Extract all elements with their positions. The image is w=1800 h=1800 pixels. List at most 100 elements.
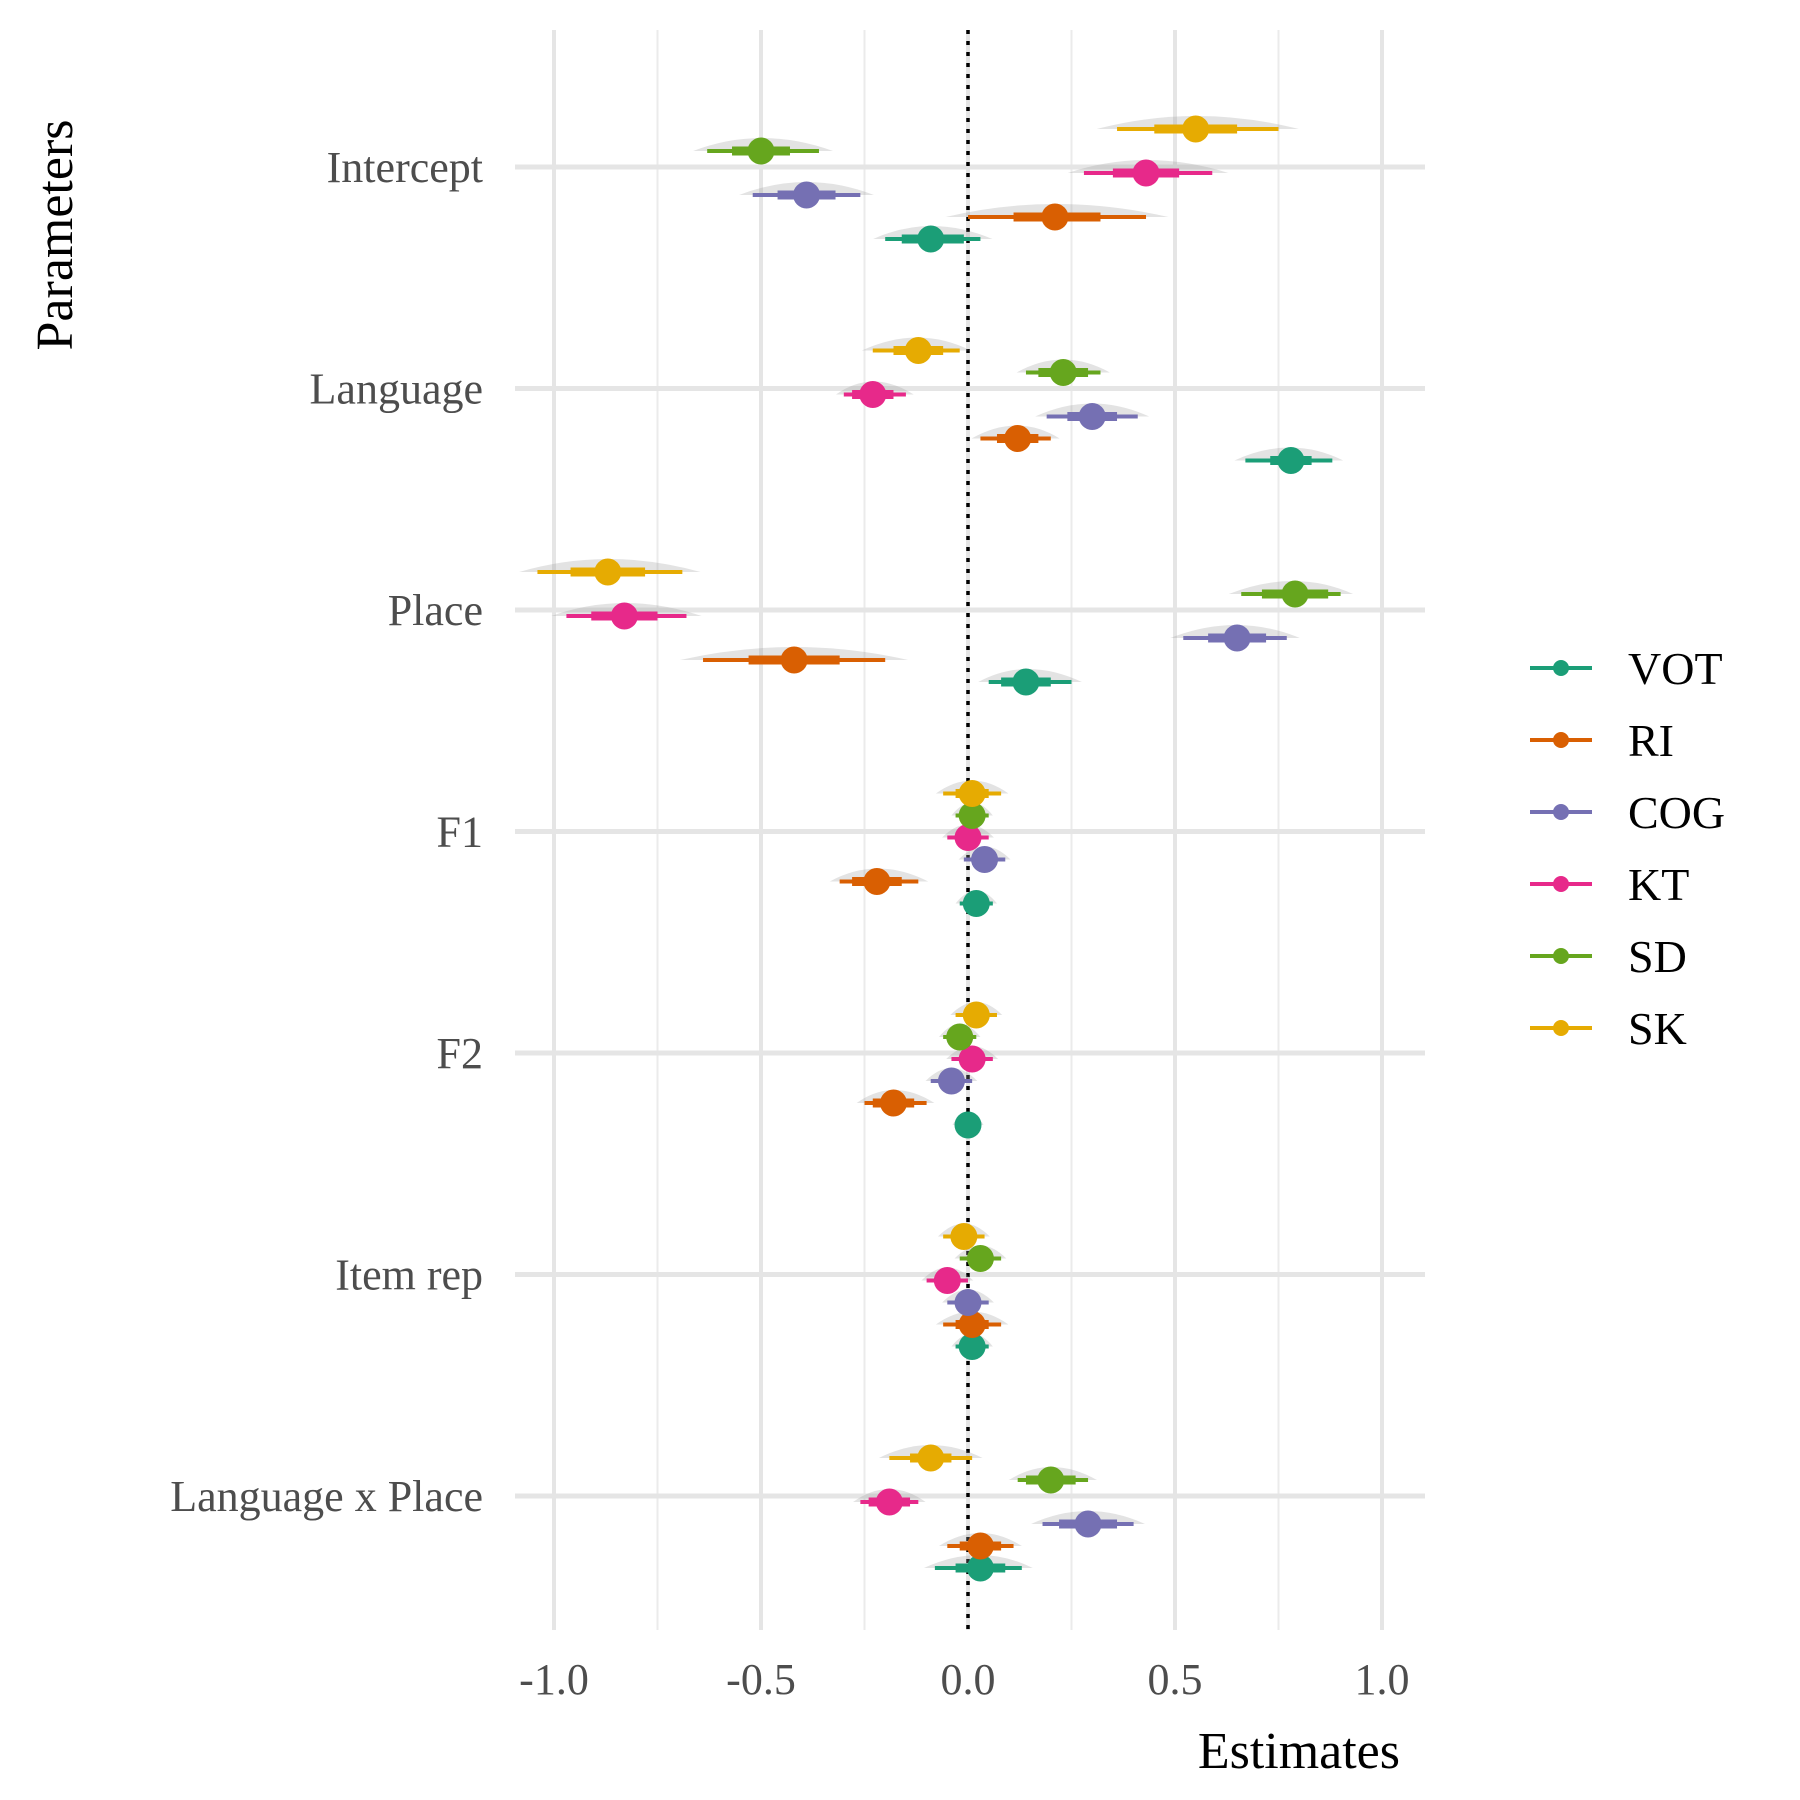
estimate-vot-language-x-place	[923, 1554, 1033, 1582]
estimate-ri-f1	[829, 868, 929, 895]
point-estimate	[1037, 1466, 1065, 1494]
point-estimate	[904, 337, 932, 364]
point-estimate	[1004, 425, 1032, 452]
point-estimate	[962, 1001, 990, 1029]
point-estimate	[1132, 159, 1160, 187]
estimate-cog-f1	[958, 846, 1011, 873]
point-estimate	[1012, 668, 1040, 696]
point-estimate	[958, 1333, 986, 1360]
x-tick-label: 0.5	[1148, 1655, 1203, 1704]
legend-label: KT	[1628, 859, 1689, 910]
estimate-ri-language-x-place	[938, 1532, 1022, 1560]
legend-label: COG	[1628, 787, 1725, 838]
y-tick-label: F1	[437, 808, 483, 857]
point-estimate	[950, 1223, 978, 1250]
legend-item-ri: RI	[1530, 715, 1674, 766]
point-estimate	[966, 1532, 994, 1560]
legend-item-kt: KT	[1530, 859, 1689, 910]
estimate-kt-language	[835, 381, 914, 408]
point-estimate	[958, 802, 986, 829]
point-estimate	[937, 1067, 965, 1095]
point-estimate	[594, 558, 622, 586]
point-estimate	[1277, 447, 1305, 474]
estimate-vot-language	[1234, 447, 1344, 474]
point-estimate	[780, 646, 808, 674]
legend-label: SD	[1628, 931, 1687, 982]
estimate-cog-f2	[925, 1067, 978, 1095]
legend-key-dot	[1553, 660, 1569, 676]
x-tick-label: 1.0	[1355, 1655, 1410, 1704]
y-tick-labels: Intercept Language Place F1 F2 Item rep Langua…	[170, 143, 483, 1521]
point-estimate	[859, 381, 887, 408]
estimate-sk-f2	[950, 1001, 1003, 1029]
point-estimate	[1223, 624, 1251, 652]
point-estimate	[879, 1089, 907, 1117]
legend-item-cog: COG	[1530, 787, 1725, 838]
point-estimate	[954, 1111, 982, 1139]
point-estimate	[747, 137, 775, 165]
y-axis-title: Parameters	[27, 119, 84, 350]
estimate-ri-intercept	[945, 203, 1169, 231]
point-estimate	[958, 1311, 986, 1338]
y-tick-label: Language x Place	[170, 1472, 483, 1521]
point-estimate	[1281, 580, 1309, 608]
estimate-cog-language-x-place	[1031, 1510, 1146, 1538]
point-estimate	[933, 1267, 961, 1294]
point-estimate	[917, 225, 945, 253]
legend-label: RI	[1628, 715, 1674, 766]
legend-item-sk: SK	[1530, 1003, 1687, 1054]
estimate-ri-item-rep	[935, 1311, 1009, 1338]
point-estimate	[1049, 359, 1077, 386]
legend-label: SK	[1628, 1003, 1687, 1054]
point-estimate	[966, 1245, 994, 1272]
estimate-kt-language-x-place	[853, 1488, 926, 1516]
y-tick-label: Language	[310, 365, 483, 414]
legend-item-vot: VOT	[1530, 643, 1723, 694]
point-estimate	[966, 1554, 994, 1582]
y-tick-label: Item rep	[335, 1251, 483, 1300]
legend-key-dot	[1553, 732, 1569, 748]
estimate-sk-place	[519, 558, 701, 586]
estimate-sk-item-rep	[937, 1223, 990, 1250]
estimate-ri-language	[971, 425, 1060, 452]
estimate-vot-intercept	[873, 225, 993, 253]
y-tick-label: Intercept	[327, 143, 483, 192]
legend-label: VOT	[1628, 643, 1723, 694]
point-estimate	[954, 1289, 982, 1316]
estimate-ri-f2	[856, 1089, 935, 1117]
estimate-sd-f1	[951, 802, 993, 829]
point-estimate	[958, 1045, 986, 1073]
estimate-ri-place	[680, 646, 909, 674]
estimate-cog-intercept	[739, 181, 874, 209]
estimate-vot-item-rep	[951, 1333, 993, 1360]
estimate-kt-intercept	[1067, 159, 1229, 187]
legend-key-dot	[1553, 876, 1569, 892]
estimate-sd-place	[1228, 580, 1354, 608]
estimate-sd-f2	[938, 1023, 981, 1051]
estimate-kt-place	[551, 602, 702, 630]
estimate-cog-place	[1170, 624, 1300, 652]
y-tick-label: Place	[388, 586, 483, 635]
x-tick-labels: -1.0 -0.5 0.0 0.5 1.0	[519, 1655, 1409, 1704]
estimate-kt-item-rep	[921, 1267, 974, 1294]
point-estimate	[1041, 203, 1069, 231]
estimate-vot-place	[978, 668, 1082, 696]
estimate-sk-language-x-place	[878, 1444, 983, 1472]
estimate-sd-intercept	[693, 137, 834, 165]
point-estimate	[1078, 403, 1106, 430]
estimate-sd-language-x-place	[1008, 1466, 1097, 1494]
estimate-cog-language	[1035, 403, 1150, 430]
point-estimate	[793, 181, 821, 209]
point-estimate	[917, 1444, 945, 1472]
point-estimate	[958, 780, 986, 807]
point-estimate	[962, 890, 990, 917]
estimate-sd-language	[1016, 359, 1110, 386]
legend-key-dot	[1553, 804, 1569, 820]
legend-key-dot	[1553, 1020, 1569, 1036]
estimate-cog-item-rep	[942, 1289, 994, 1316]
point-estimate	[1182, 115, 1210, 143]
point-estimate	[863, 868, 891, 895]
estimate-marks	[519, 115, 1354, 1582]
point-estimate	[1074, 1510, 1102, 1538]
